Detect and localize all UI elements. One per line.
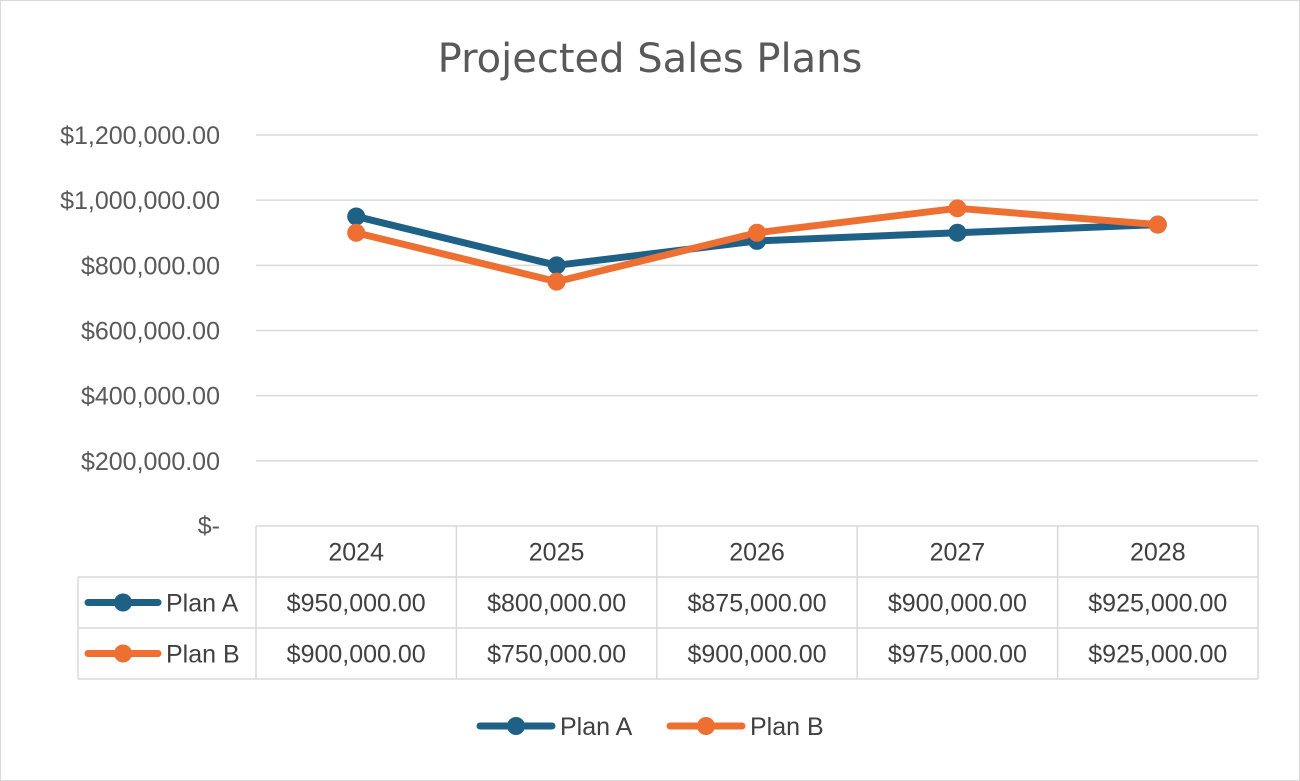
table-cell-value: $900,000.00: [687, 641, 826, 669]
table-cell-value: $950,000.00: [287, 590, 426, 618]
y-tick-label: $200,000.00: [81, 448, 220, 476]
y-tick-label: $400,000.00: [81, 383, 220, 411]
data-table: 2024 2025 2026 2027 2028 Plan A $950,000.00 $80…: [77, 525, 1259, 680]
y-tick-label: $800,000.00: [81, 252, 220, 280]
table-cell-value: $975,000.00: [888, 641, 1027, 669]
data-point: [1148, 215, 1167, 234]
legend-label: Plan A: [560, 713, 633, 741]
y-tick-label: $600,000.00: [81, 318, 220, 346]
x-category-label: 2028: [1130, 539, 1186, 567]
y-tick-label: $-: [198, 512, 220, 540]
x-category-label: 2026: [729, 539, 785, 567]
data-point: [347, 207, 366, 226]
table-cell-value: $900,000.00: [888, 590, 1027, 618]
chart-title: Projected Sales Plans: [437, 36, 863, 82]
y-tick-label: $1,000,000.00: [60, 187, 220, 215]
data-point: [748, 223, 766, 242]
table-cell-value: $925,000.00: [1088, 590, 1227, 618]
legend-key-marker: [507, 717, 525, 735]
y-axis-tick-labels: $- $200,000.00 $400,000.00 $600,000.00 $800,…: [60, 122, 220, 540]
table-series-name: Plan A: [166, 590, 239, 618]
gridlines: [256, 134, 1258, 462]
x-category-label: 2025: [529, 539, 585, 567]
data-point: [948, 199, 967, 218]
table-cell-value: $925,000.00: [1088, 641, 1227, 669]
table-cell-value: $900,000.00: [287, 641, 426, 669]
y-tick-label: $1,200,000.00: [60, 122, 220, 150]
legend: Plan A Plan B: [476, 713, 824, 741]
table-legend-key-marker: [114, 644, 132, 663]
table-cell-value: $750,000.00: [487, 641, 626, 669]
legend-key-marker: [697, 717, 715, 735]
table-series-name: Plan B: [166, 641, 240, 669]
data-point: [547, 256, 566, 275]
legend-label: Plan B: [750, 713, 824, 741]
data-point: [547, 272, 566, 291]
data-point: [948, 223, 967, 242]
x-category-label: 2027: [930, 539, 986, 567]
table-cell-value: $875,000.00: [687, 590, 826, 618]
data-point: [347, 223, 366, 242]
plot-series: [347, 199, 1167, 291]
table-cell-value: $800,000.00: [487, 590, 626, 618]
x-category-label: 2024: [328, 539, 384, 567]
table-legend-key-marker: [114, 593, 132, 612]
